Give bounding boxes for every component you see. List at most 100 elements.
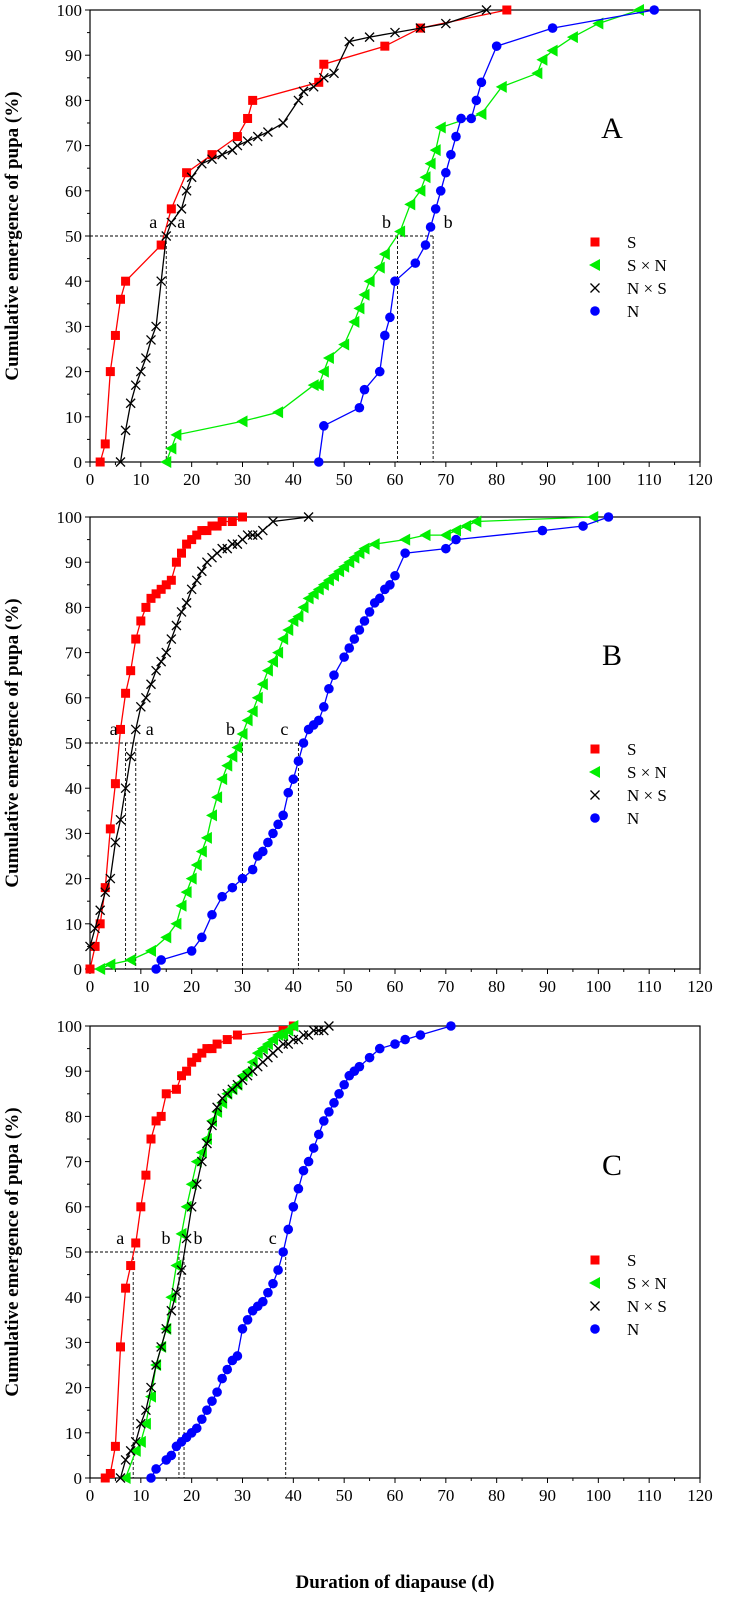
data-point: [121, 688, 131, 698]
data-point: [373, 261, 385, 274]
data-point: [390, 276, 400, 287]
legend-label-s: S: [627, 1251, 636, 1270]
series-line: [318, 9, 655, 463]
data-point: [146, 1473, 156, 1483]
data-point: [192, 1053, 202, 1063]
y-tick-label: 90: [65, 1062, 82, 1081]
data-point: [85, 964, 95, 974]
data-point: [268, 828, 278, 839]
legend-label-s: S: [627, 233, 636, 252]
data-point: [329, 670, 339, 680]
data-point: [481, 5, 492, 15]
data-point: [171, 1084, 181, 1094]
data-point: [339, 1079, 349, 1090]
data-point: [197, 526, 207, 536]
data-point: [130, 724, 141, 735]
x-tick-label: 0: [86, 470, 95, 489]
y-tick-label: 40: [65, 1288, 82, 1307]
series-line: [119, 9, 487, 463]
y-axis-label: Cumulative emergence of pupa (%): [2, 1107, 23, 1396]
x-tick-label: 70: [437, 977, 454, 996]
data-point: [120, 783, 131, 794]
data-point: [161, 647, 172, 658]
data-point: [140, 1405, 151, 1416]
data-point: [232, 1030, 242, 1040]
data-point: [385, 312, 395, 323]
data-point: [135, 366, 146, 377]
data-point: [145, 1390, 156, 1403]
data-point: [420, 240, 431, 250]
data-point: [227, 882, 238, 893]
data-point: [288, 774, 299, 784]
data-point: [140, 353, 151, 363]
data-point: [130, 1436, 141, 1447]
data-point: [278, 1247, 288, 1257]
data-point: [146, 1382, 156, 1393]
data-point: [140, 692, 151, 703]
legend-marker-sxn: [589, 766, 600, 778]
data-point: [187, 535, 197, 545]
x-tick-label: 80: [488, 977, 505, 996]
data-point: [400, 548, 410, 558]
data-point: [131, 634, 141, 644]
data-point: [146, 1134, 156, 1144]
data-point: [446, 1021, 456, 1031]
data-point: [303, 512, 314, 522]
data-point: [207, 909, 217, 920]
legend-marker-nxs: [590, 790, 600, 800]
series-n: [151, 512, 614, 974]
data-point: [136, 616, 146, 626]
data-point: [126, 1261, 136, 1271]
data-point: [196, 566, 207, 577]
median-letter-a: a: [149, 212, 157, 232]
data-point: [364, 1052, 375, 1063]
data-point: [156, 276, 167, 287]
y-tick-label: 70: [65, 1153, 82, 1172]
data-point: [450, 524, 461, 537]
series-nxs: [115, 5, 492, 467]
data-point: [95, 457, 105, 467]
data-point: [217, 149, 228, 160]
y-tick-label: 90: [65, 46, 82, 65]
data-point: [222, 1035, 232, 1045]
y-tick-label: 10: [65, 408, 82, 427]
data-point: [324, 683, 334, 694]
data-point: [217, 1373, 227, 1384]
data-point: [633, 4, 644, 16]
data-point: [374, 1043, 385, 1054]
data-point: [177, 548, 186, 558]
data-point: [186, 172, 197, 183]
data-point: [151, 1116, 161, 1126]
data-point: [374, 593, 385, 604]
data-point: [212, 1387, 222, 1397]
data-point: [105, 367, 115, 377]
median-letter-c: c: [280, 719, 288, 739]
data-point: [429, 144, 441, 157]
data-point: [222, 1364, 233, 1375]
legend-label-s-n: S × N: [627, 1274, 667, 1293]
legend-marker-nxs: [590, 283, 600, 293]
x-tick-label: 110: [637, 1486, 662, 1505]
x-tick-label: 70: [437, 470, 454, 489]
series-s: [95, 5, 512, 467]
data-point: [385, 580, 395, 590]
data-point: [170, 1259, 182, 1272]
x-tick-label: 0: [86, 1486, 95, 1505]
data-point: [390, 570, 400, 581]
data-point: [278, 118, 289, 128]
data-point: [262, 127, 273, 137]
data-point: [404, 198, 416, 211]
data-point: [410, 258, 421, 268]
x-tick-label: 20: [183, 1486, 200, 1505]
data-point: [110, 1441, 120, 1451]
data-point: [466, 113, 477, 124]
data-point: [187, 1057, 197, 1067]
data-point: [139, 1417, 151, 1430]
x-tick-label: 100: [586, 1486, 612, 1505]
data-point: [475, 107, 487, 120]
data-point: [354, 625, 365, 635]
data-point: [121, 276, 131, 286]
y-tick-label: 60: [65, 689, 82, 708]
data-point: [470, 515, 482, 528]
